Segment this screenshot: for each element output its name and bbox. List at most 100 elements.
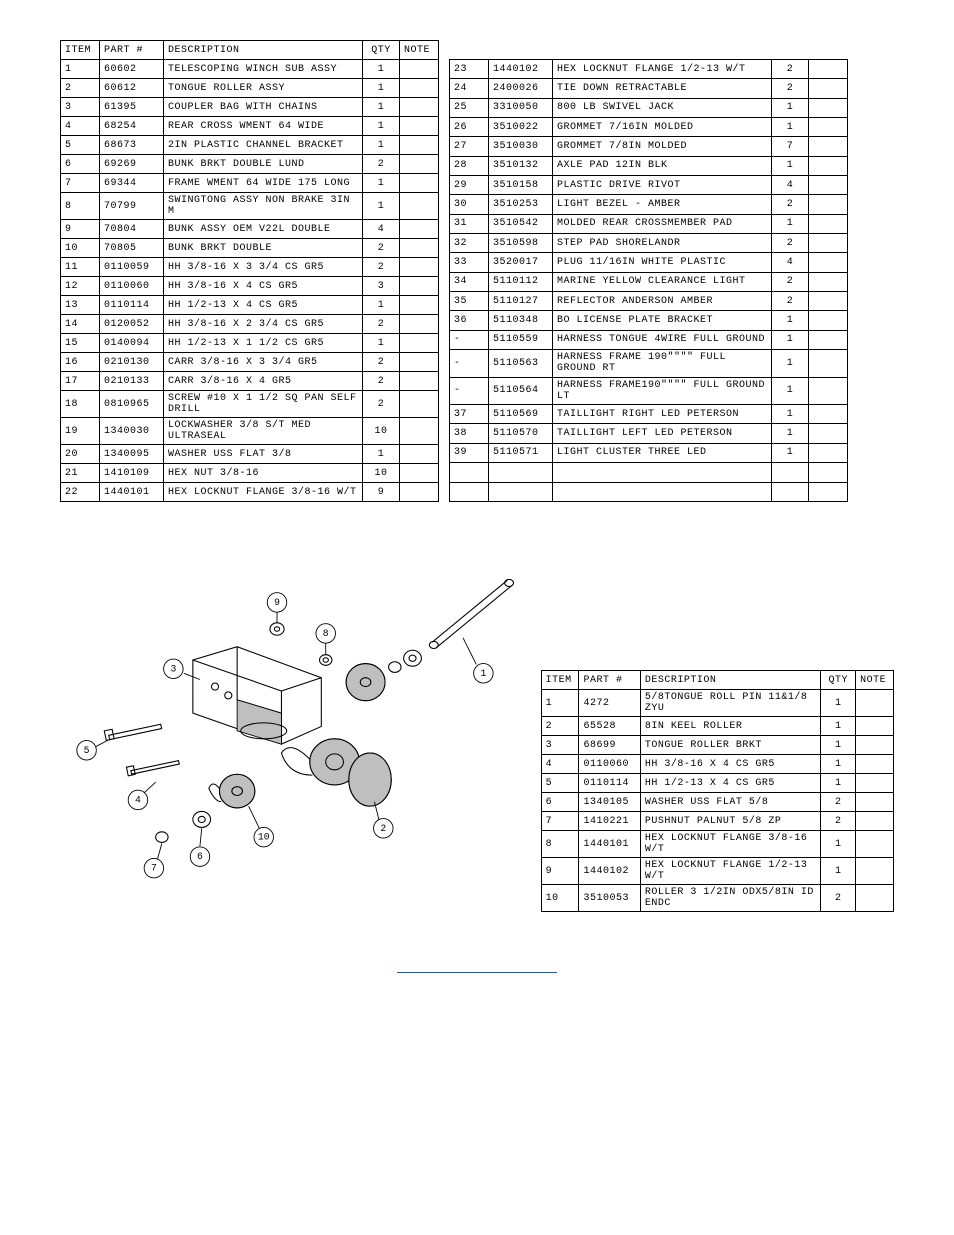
table-cell: 0110060 — [579, 755, 640, 774]
table-row: 91440102HEX LOCKNUT FLANGE 1/2-13 W/T1 — [541, 858, 893, 885]
table-cell: 60612 — [100, 79, 164, 98]
table-cell — [489, 482, 553, 502]
table-cell — [809, 234, 848, 253]
table-row: 110110059HH 3/8-16 X 3 3/4 CS GR52 — [61, 258, 439, 277]
table-cell: 2 — [772, 292, 809, 311]
table-cell: 1 — [772, 118, 809, 137]
table-cell: 37 — [450, 405, 489, 424]
table-cell — [809, 98, 848, 117]
table-cell: 70805 — [100, 239, 164, 258]
table-cell: BO LICENSE PLATE BRACKET — [553, 311, 772, 330]
table-cell: 2 — [821, 885, 856, 912]
table-row — [450, 482, 848, 502]
table-cell — [809, 60, 848, 79]
callout-6: 6 — [190, 847, 209, 866]
table-cell: 2 — [363, 155, 400, 174]
table-cell: BUNK BRKT DOUBLE — [164, 239, 363, 258]
table-cell: 3510022 — [489, 118, 553, 137]
table-row: 293510158PLASTIC DRIVE RIVOT4 — [450, 176, 848, 195]
table-cell: HEX NUT 3/8-16 — [164, 464, 363, 483]
exploded-diagram: 9 8 3 5 4 6 7 10 1 2 — [60, 532, 521, 912]
table-cell — [809, 137, 848, 156]
table-row — [450, 463, 848, 482]
table-cell — [856, 885, 894, 912]
table-cell: 2 — [363, 372, 400, 391]
table-cell: PUSHNUT PALNUT 5/8 ZP — [640, 812, 821, 831]
hdr-part: PART # — [579, 671, 640, 690]
table-row: 345110112MARINE YELLOW CLEARANCE LIGHT2 — [450, 272, 848, 291]
table-cell: 0120052 — [100, 315, 164, 334]
table-cell: ROLLER 3 1/2IN ODX5/8IN ID ENDC — [640, 885, 821, 912]
table-cell: 11 — [61, 258, 100, 277]
table-cell: TIE DOWN RETRACTABLE — [553, 79, 772, 98]
table-row: 263510022GROMMET 7/16IN MOLDED1 — [450, 118, 848, 137]
table-cell: 0110114 — [579, 774, 640, 793]
table-row: 191340030LOCKWASHER 3/8 S/T MED ULTRASEA… — [61, 418, 439, 445]
table-cell: 9 — [541, 858, 579, 885]
table-row: 5686732IN PLASTIC CHANNEL BRACKET1 — [61, 136, 439, 155]
table-cell: - — [450, 330, 489, 349]
table-cell: 2 — [363, 239, 400, 258]
table-cell: 69344 — [100, 174, 164, 193]
table-cell: - — [450, 377, 489, 404]
table-row: 365110348BO LICENSE PLATE BRACKET1 — [450, 311, 848, 330]
table-cell: WASHER USS FLAT 3/8 — [164, 445, 363, 464]
parts-tables-row: ITEM PART # DESCRIPTION QTY NOTE 160602T… — [60, 40, 894, 502]
table-cell: 2 — [363, 258, 400, 277]
table-cell — [856, 793, 894, 812]
table-cell — [400, 418, 439, 445]
table-cell — [809, 443, 848, 462]
table-cell: 69269 — [100, 155, 164, 174]
callout-5: 5 — [77, 741, 96, 760]
table-cell: SWINGTONG ASSY NON BRAKE 3IN M — [164, 193, 363, 220]
table-row: 61340105WASHER USS FLAT 5/82 — [541, 793, 893, 812]
table-cell — [400, 277, 439, 296]
table-row: 130110114HH 1/2-13 X 4 CS GR51 — [61, 296, 439, 315]
footer-rule — [397, 972, 557, 973]
table-cell: 2 — [772, 272, 809, 291]
table-cell: 800 LB SWIVEL JACK — [553, 98, 772, 117]
table-cell: 4 — [61, 117, 100, 136]
table-cell: 1340030 — [100, 418, 164, 445]
table-cell: 2 — [772, 79, 809, 98]
table-cell: 5110563 — [489, 350, 553, 377]
table-cell: 8 — [541, 831, 579, 858]
callout-2: 2 — [374, 819, 393, 838]
table-cell: 1 — [363, 174, 400, 193]
table-cell: LIGHT CLUSTER THREE LED — [553, 443, 772, 462]
table-cell: 1340095 — [100, 445, 164, 464]
table-cell: 1 — [772, 443, 809, 462]
table-cell: HH 3/8-16 X 2 3/4 CS GR5 — [164, 315, 363, 334]
svg-text:3: 3 — [170, 663, 176, 674]
table-cell: 10 — [363, 464, 400, 483]
table-cell: 3510253 — [489, 195, 553, 214]
table-cell: 1 — [363, 193, 400, 220]
table-row: 242400026TIE DOWN RETRACTABLE2 — [450, 79, 848, 98]
table-cell — [809, 118, 848, 137]
callout-8: 8 — [316, 624, 335, 643]
table-cell — [400, 98, 439, 117]
table-cell: 9 — [363, 483, 400, 502]
table-cell: 3510053 — [579, 885, 640, 912]
table-cell: 2 — [61, 79, 100, 98]
table-cell: 5110564 — [489, 377, 553, 404]
table-cell: BUNK ASSY OEM V22L DOUBLE — [164, 220, 363, 239]
table-cell: 1 — [821, 858, 856, 885]
table-cell: 68673 — [100, 136, 164, 155]
table-cell — [400, 353, 439, 372]
table-row: 2655288IN KEEL ROLLER1 — [541, 717, 893, 736]
table-cell: 3510132 — [489, 156, 553, 175]
svg-text:8: 8 — [323, 628, 329, 639]
table-cell: 1340105 — [579, 793, 640, 812]
table-cell — [809, 482, 848, 502]
table-row: 211410109HEX NUT 3/8-1610 — [61, 464, 439, 483]
table-cell: HH 1/2-13 X 4 CS GR5 — [640, 774, 821, 793]
table-cell: 2 — [772, 234, 809, 253]
table-cell — [400, 258, 439, 277]
table-row: 669269BUNK BRKT DOUBLE LUND2 — [61, 155, 439, 174]
table-cell — [553, 463, 772, 482]
table-cell: FRAME WMENT 64 WIDE 175 LONG — [164, 174, 363, 193]
table-cell: 15 — [61, 334, 100, 353]
table-cell: HEX LOCKNUT FLANGE 1/2-13 W/T — [553, 60, 772, 79]
svg-text:9: 9 — [274, 597, 280, 608]
